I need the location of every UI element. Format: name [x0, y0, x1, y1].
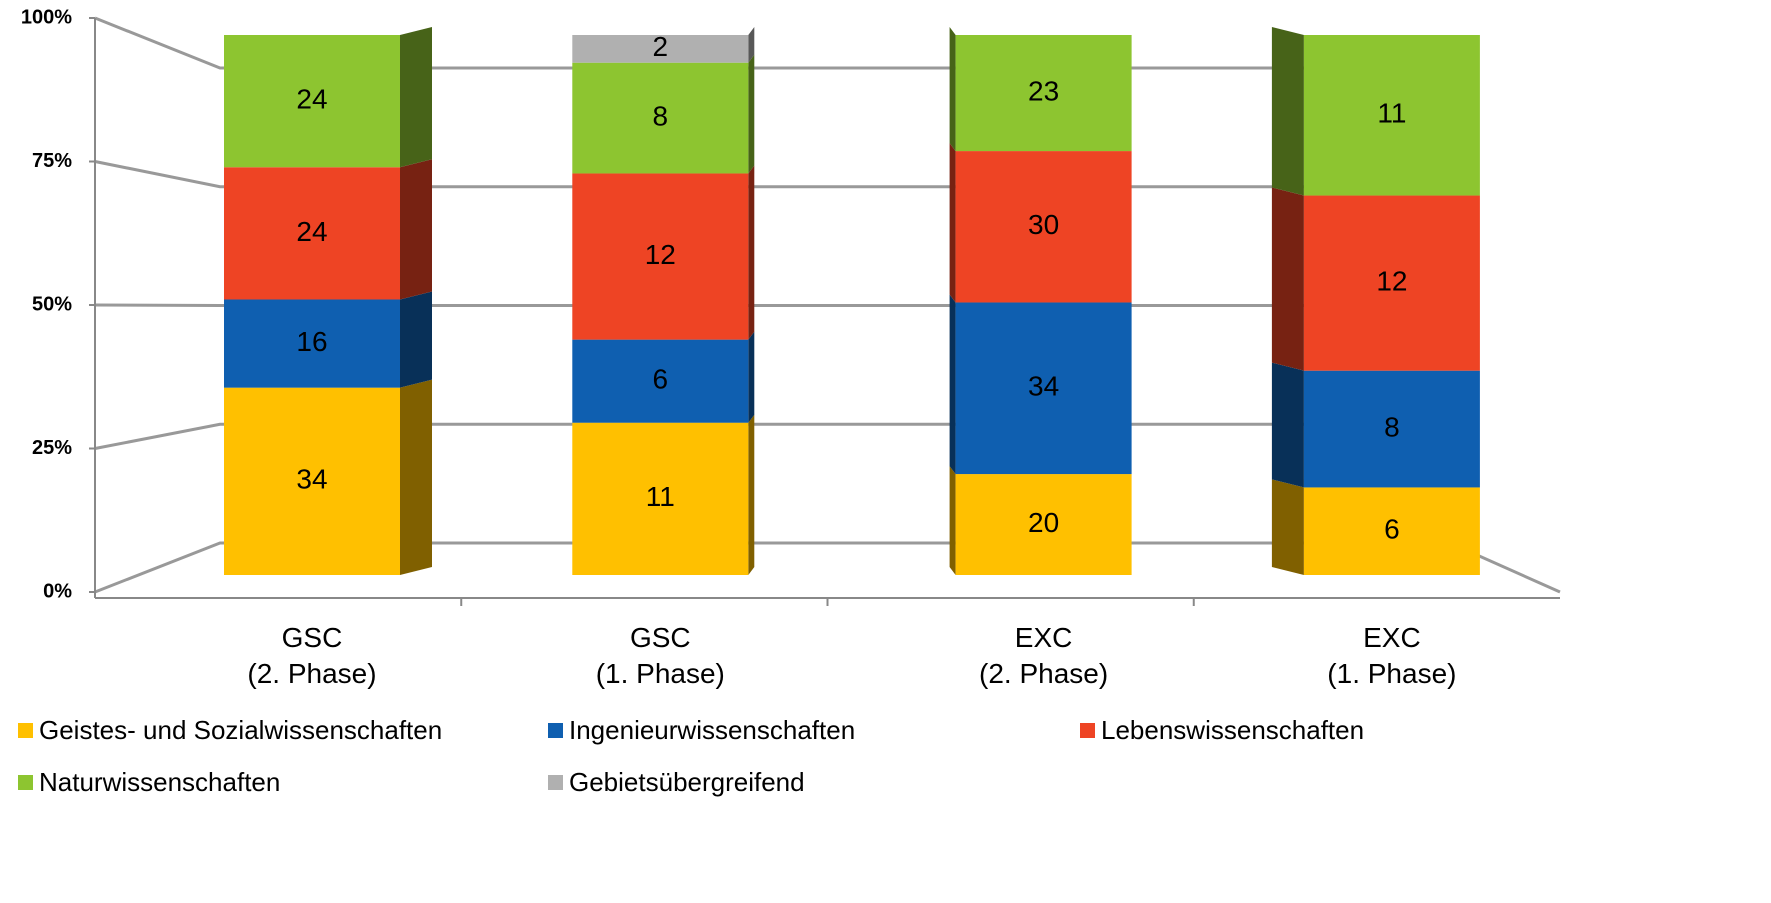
legend-swatch	[18, 723, 33, 738]
x-tick-label: EXC (2. Phase)	[979, 622, 1109, 689]
bar-side	[949, 27, 956, 152]
data-label: 8	[653, 100, 669, 131]
y-tick-label: 0%	[43, 580, 72, 602]
data-label: 2	[653, 31, 669, 62]
bar	[572, 339, 749, 423]
bar-side	[949, 294, 956, 475]
bar-side	[748, 414, 755, 575]
legend-item: Naturwissenschaften	[18, 767, 280, 798]
data-label: 24	[296, 216, 327, 247]
bar	[224, 167, 400, 300]
data-label: 24	[296, 84, 327, 115]
bar-side	[400, 291, 432, 388]
data-label: 30	[1028, 209, 1059, 240]
legend-item: Ingenieurwissenschaften	[548, 715, 855, 746]
x-tick-label: GSC (1. Phase)	[595, 622, 725, 689]
bar	[572, 35, 749, 63]
x-tick-label: GSC (2. Phase)	[247, 622, 377, 689]
bar	[955, 151, 1132, 303]
data-label: 20	[1028, 507, 1059, 538]
bar	[1303, 35, 1480, 196]
data-label: 34	[296, 464, 327, 495]
data-label: 12	[645, 239, 676, 270]
bar-side	[400, 27, 432, 168]
legend-swatch	[548, 775, 563, 790]
data-label: 11	[646, 481, 675, 512]
legend-label: Gebietsübergreifend	[569, 767, 805, 797]
bar	[224, 387, 400, 575]
legend-item: Gebietsübergreifend	[548, 767, 805, 798]
bar	[1303, 195, 1480, 371]
bar-side	[748, 331, 755, 423]
bar	[572, 173, 749, 340]
bar	[224, 35, 400, 168]
data-label: 16	[296, 326, 327, 357]
bar	[955, 474, 1132, 575]
bar-side	[1271, 479, 1304, 575]
bar	[572, 62, 749, 174]
legend-label: Ingenieurwissenschaften	[569, 715, 856, 745]
bar-side	[748, 165, 755, 340]
bar	[1303, 487, 1480, 575]
bar-side	[949, 143, 956, 303]
bar	[955, 35, 1132, 152]
bar-side	[1271, 27, 1304, 196]
bar-side	[748, 54, 755, 174]
data-label: 11	[1377, 98, 1406, 129]
legend-item: Geistes- und Sozialwissenschaften	[18, 715, 442, 746]
data-label: 23	[1028, 75, 1059, 106]
legend-swatch	[1080, 723, 1095, 738]
bar	[955, 302, 1132, 475]
bar-side	[400, 379, 432, 575]
legend-swatch	[18, 775, 33, 790]
y-tick-label: 75%	[32, 150, 72, 172]
legend-label: Geistes- und Sozialwissenschaften	[39, 715, 443, 745]
bar-side	[949, 466, 956, 575]
y-tick-label: 100%	[21, 6, 72, 28]
y-tick-label: 50%	[32, 293, 72, 315]
bar-side	[748, 27, 755, 63]
legend-label: Lebenswissenschaften	[1101, 715, 1365, 745]
data-label: 6	[1384, 514, 1400, 545]
legend-label: Naturwissenschaften	[39, 767, 281, 797]
bar	[572, 422, 749, 575]
bar-side	[1271, 362, 1304, 488]
bar	[224, 299, 400, 388]
bar-side	[1271, 187, 1304, 371]
data-label: 12	[1376, 265, 1407, 296]
bar-side	[400, 159, 432, 300]
data-label: 34	[1028, 371, 1059, 402]
x-tick-label: EXC (1. Phase)	[1327, 622, 1457, 689]
y-tick-label: 25%	[32, 437, 72, 459]
legend-swatch	[548, 723, 563, 738]
legend-item: Lebenswissenschaften	[1080, 715, 1364, 746]
data-label: 8	[1384, 411, 1400, 442]
data-label: 6	[653, 364, 669, 395]
bar	[1303, 370, 1480, 488]
